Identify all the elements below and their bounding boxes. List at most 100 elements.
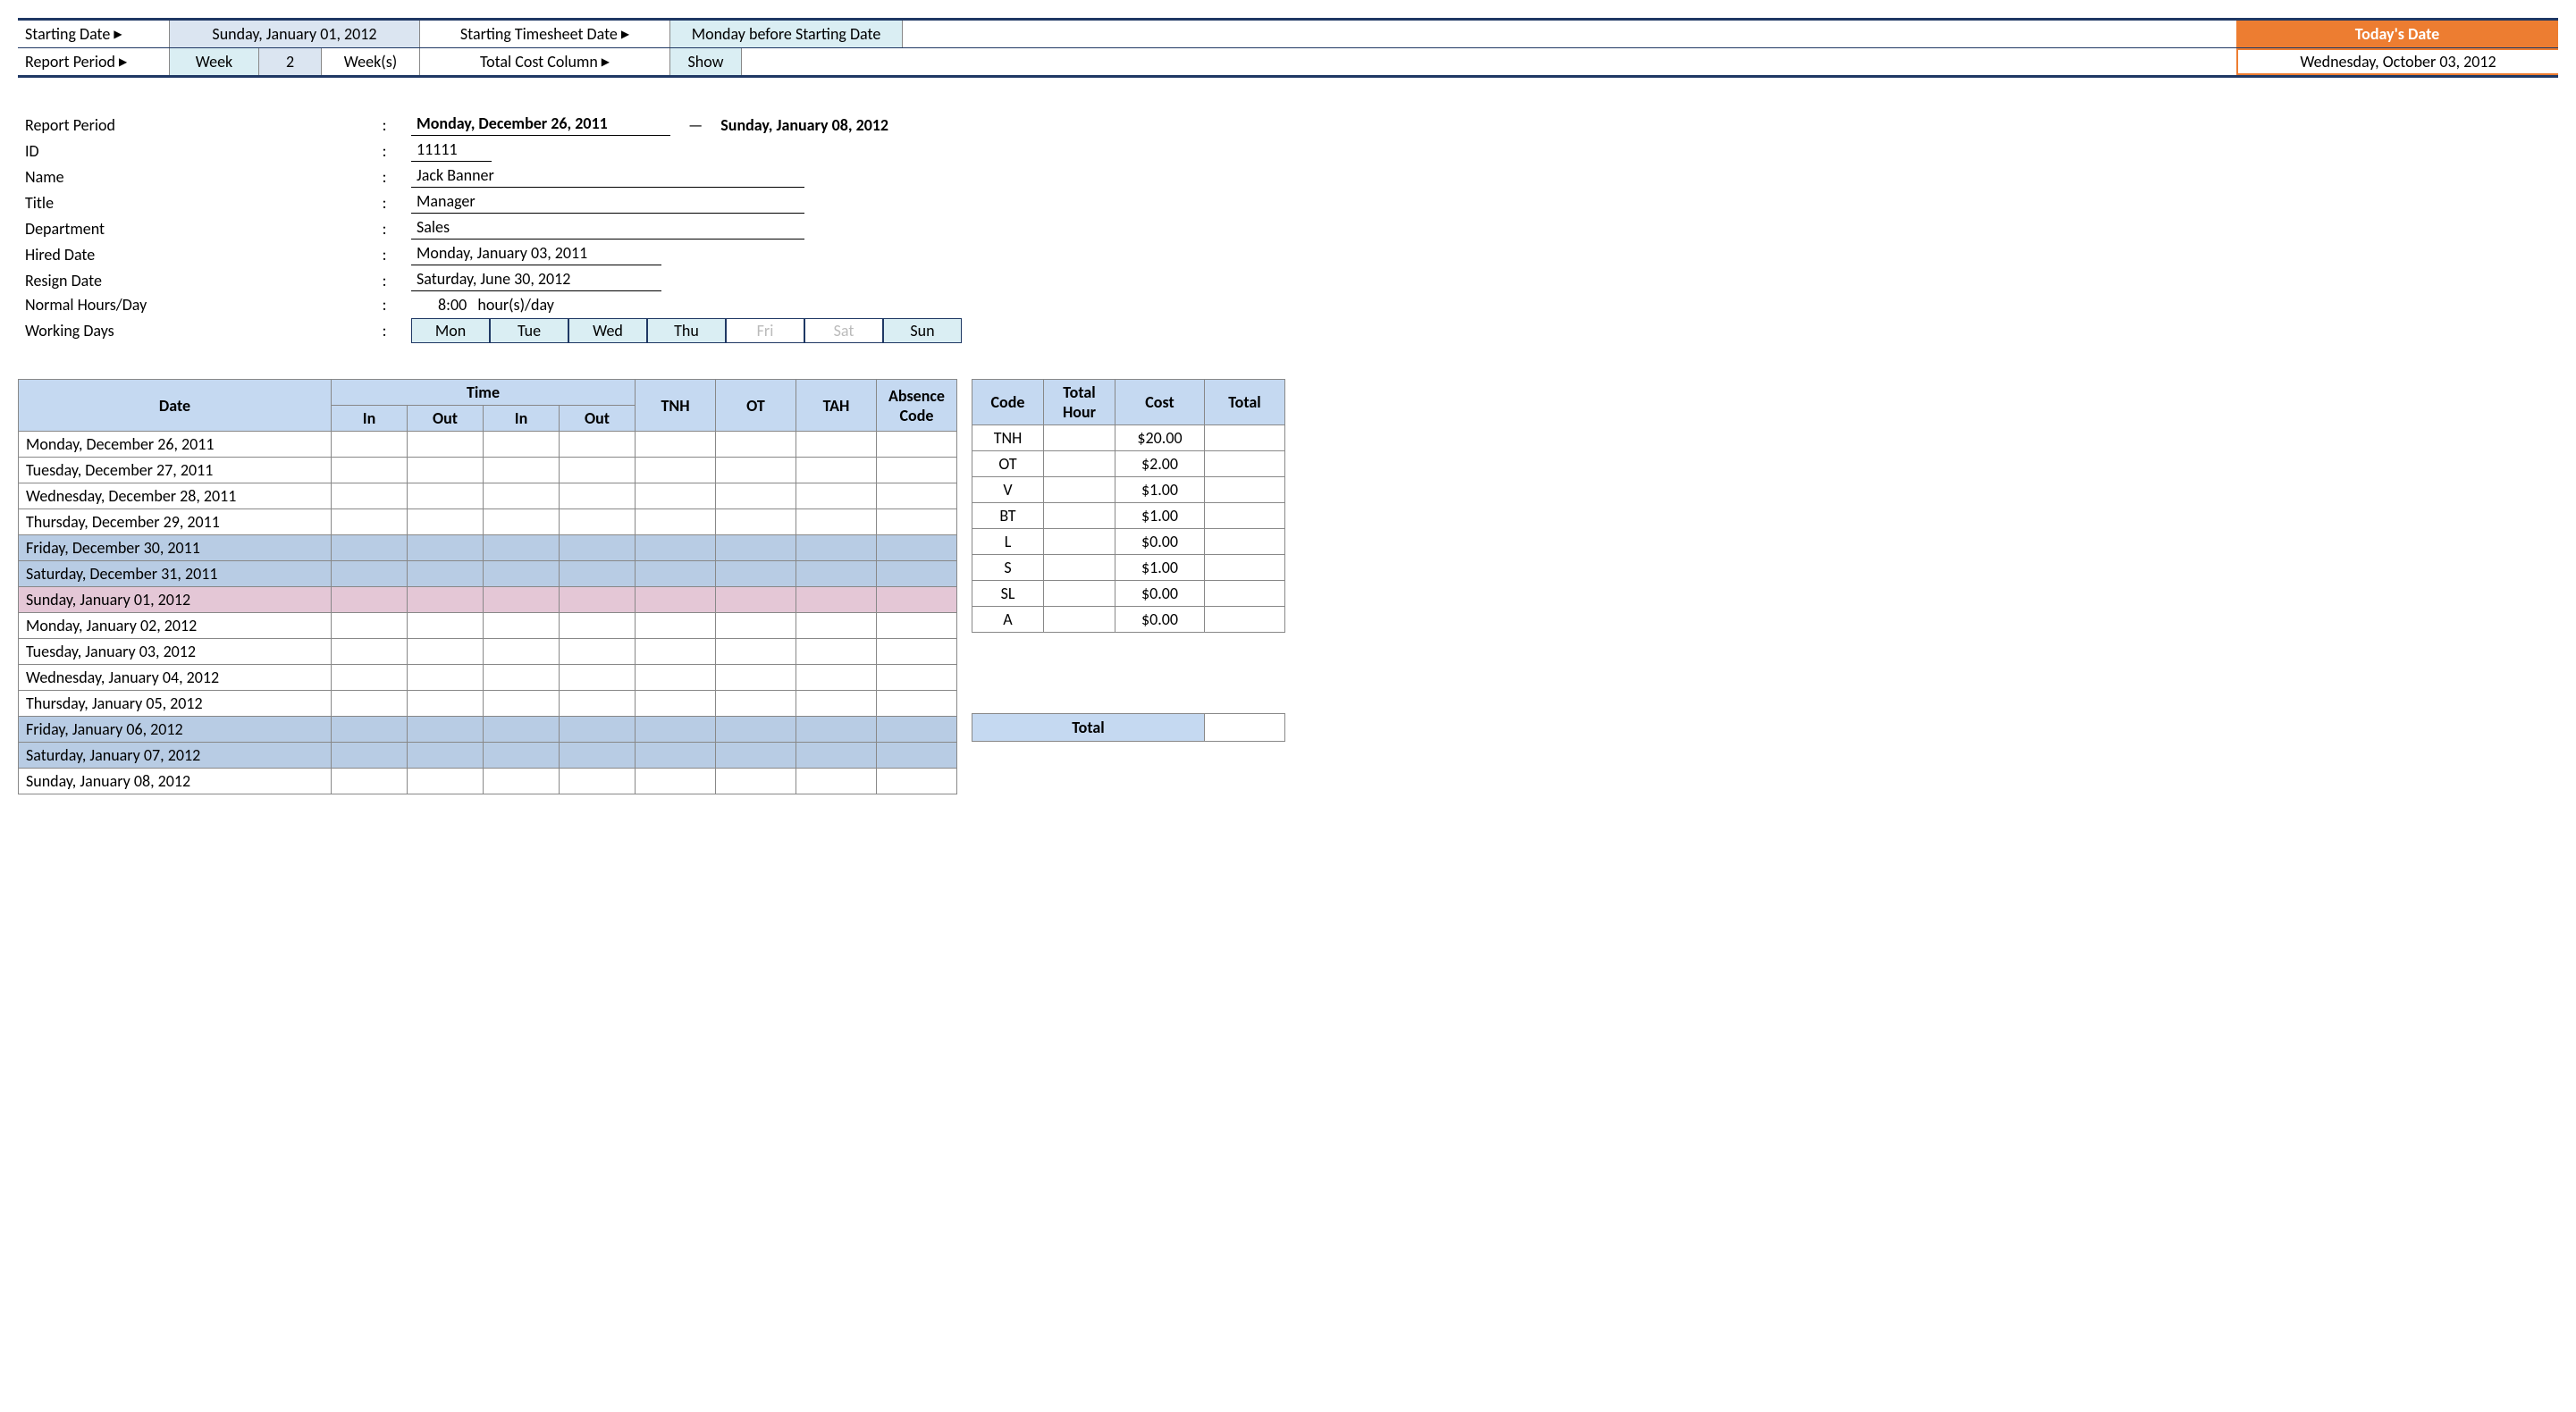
- cost-cell[interactable]: $1.00: [1115, 555, 1205, 581]
- cost-cell[interactable]: S: [972, 555, 1044, 581]
- data-cell[interactable]: [716, 483, 796, 509]
- data-cell[interactable]: [408, 665, 484, 691]
- cost-cell[interactable]: $20.00: [1115, 425, 1205, 451]
- day-sat[interactable]: Sat: [804, 318, 883, 343]
- hired-value[interactable]: Monday, January 03, 2011: [411, 243, 661, 265]
- date-cell[interactable]: Thursday, January 05, 2012: [19, 691, 332, 717]
- data-cell[interactable]: [877, 509, 957, 535]
- data-cell[interactable]: [332, 509, 408, 535]
- date-cell[interactable]: Saturday, January 07, 2012: [19, 743, 332, 769]
- id-value[interactable]: 11111: [411, 139, 492, 162]
- dept-value[interactable]: Sales: [411, 217, 804, 240]
- data-cell[interactable]: [484, 639, 560, 665]
- data-cell[interactable]: [484, 665, 560, 691]
- cost-cell[interactable]: $0.00: [1115, 581, 1205, 607]
- data-cell[interactable]: [716, 717, 796, 743]
- cost-cell[interactable]: $0.00: [1115, 529, 1205, 555]
- table-row[interactable]: Monday, January 02, 2012: [19, 613, 957, 639]
- data-cell[interactable]: [877, 743, 957, 769]
- data-cell[interactable]: [560, 717, 636, 743]
- data-cell[interactable]: [796, 458, 877, 483]
- total-cost-value[interactable]: Show: [670, 48, 742, 75]
- data-cell[interactable]: [332, 561, 408, 587]
- data-cell[interactable]: [484, 458, 560, 483]
- data-cell[interactable]: [484, 613, 560, 639]
- data-cell[interactable]: [716, 665, 796, 691]
- data-cell[interactable]: [636, 587, 716, 613]
- data-cell[interactable]: [408, 587, 484, 613]
- cost-cell[interactable]: [1205, 503, 1285, 529]
- data-cell[interactable]: [332, 717, 408, 743]
- data-cell[interactable]: [716, 509, 796, 535]
- data-cell[interactable]: [636, 717, 716, 743]
- data-cell[interactable]: [636, 665, 716, 691]
- data-cell[interactable]: [636, 535, 716, 561]
- data-cell[interactable]: [332, 769, 408, 794]
- cost-cell[interactable]: [1044, 451, 1115, 477]
- data-cell[interactable]: [796, 717, 877, 743]
- cost-cell[interactable]: $0.00: [1115, 607, 1205, 633]
- table-row[interactable]: Thursday, December 29, 2011: [19, 509, 957, 535]
- data-cell[interactable]: [408, 561, 484, 587]
- title-value[interactable]: Manager: [411, 191, 804, 214]
- data-cell[interactable]: [332, 691, 408, 717]
- data-cell[interactable]: [484, 743, 560, 769]
- data-cell[interactable]: [408, 535, 484, 561]
- data-cell[interactable]: [716, 432, 796, 458]
- cost-cell[interactable]: [1205, 607, 1285, 633]
- cost-cell[interactable]: [1205, 477, 1285, 503]
- data-cell[interactable]: [636, 458, 716, 483]
- cost-cell[interactable]: TNH: [972, 425, 1044, 451]
- table-row[interactable]: Saturday, January 07, 2012: [19, 743, 957, 769]
- data-cell[interactable]: [332, 587, 408, 613]
- data-cell[interactable]: [408, 483, 484, 509]
- table-row[interactable]: Friday, December 30, 2011: [19, 535, 957, 561]
- table-row[interactable]: Sunday, January 01, 2012: [19, 587, 957, 613]
- data-cell[interactable]: [796, 691, 877, 717]
- data-cell[interactable]: [408, 509, 484, 535]
- table-row[interactable]: Monday, December 26, 2011: [19, 432, 957, 458]
- cost-cell[interactable]: V: [972, 477, 1044, 503]
- day-thu[interactable]: Thu: [647, 318, 726, 343]
- data-cell[interactable]: [877, 613, 957, 639]
- data-cell[interactable]: [636, 509, 716, 535]
- data-cell[interactable]: [636, 483, 716, 509]
- data-cell[interactable]: [408, 639, 484, 665]
- data-cell[interactable]: [560, 535, 636, 561]
- data-cell[interactable]: [636, 561, 716, 587]
- data-cell[interactable]: [560, 665, 636, 691]
- data-cell[interactable]: [484, 509, 560, 535]
- data-cell[interactable]: [560, 432, 636, 458]
- cost-cell[interactable]: [1205, 581, 1285, 607]
- data-cell[interactable]: [877, 639, 957, 665]
- table-row[interactable]: Tuesday, December 27, 2011: [19, 458, 957, 483]
- data-cell[interactable]: [332, 743, 408, 769]
- data-cell[interactable]: [796, 509, 877, 535]
- data-cell[interactable]: [332, 613, 408, 639]
- data-cell[interactable]: [560, 613, 636, 639]
- data-cell[interactable]: [796, 587, 877, 613]
- data-cell[interactable]: [560, 587, 636, 613]
- table-row[interactable]: Sunday, January 08, 2012: [19, 769, 957, 794]
- date-cell[interactable]: Sunday, January 08, 2012: [19, 769, 332, 794]
- date-cell[interactable]: Tuesday, December 27, 2011: [19, 458, 332, 483]
- cost-cell[interactable]: $1.00: [1115, 503, 1205, 529]
- cost-cell[interactable]: [1205, 529, 1285, 555]
- cost-cell[interactable]: [1205, 555, 1285, 581]
- data-cell[interactable]: [408, 432, 484, 458]
- data-cell[interactable]: [484, 432, 560, 458]
- data-cell[interactable]: [560, 743, 636, 769]
- cost-cell[interactable]: BT: [972, 503, 1044, 529]
- data-cell[interactable]: [796, 743, 877, 769]
- data-cell[interactable]: [796, 613, 877, 639]
- starting-date-value[interactable]: Sunday, January 01, 2012: [170, 21, 420, 47]
- day-wed[interactable]: Wed: [568, 318, 647, 343]
- data-cell[interactable]: [484, 717, 560, 743]
- date-cell[interactable]: Thursday, December 29, 2011: [19, 509, 332, 535]
- data-cell[interactable]: [796, 561, 877, 587]
- name-value[interactable]: Jack Banner: [411, 165, 804, 188]
- data-cell[interactable]: [408, 769, 484, 794]
- data-cell[interactable]: [877, 769, 957, 794]
- date-cell[interactable]: Monday, December 26, 2011: [19, 432, 332, 458]
- cost-cell[interactable]: [1205, 451, 1285, 477]
